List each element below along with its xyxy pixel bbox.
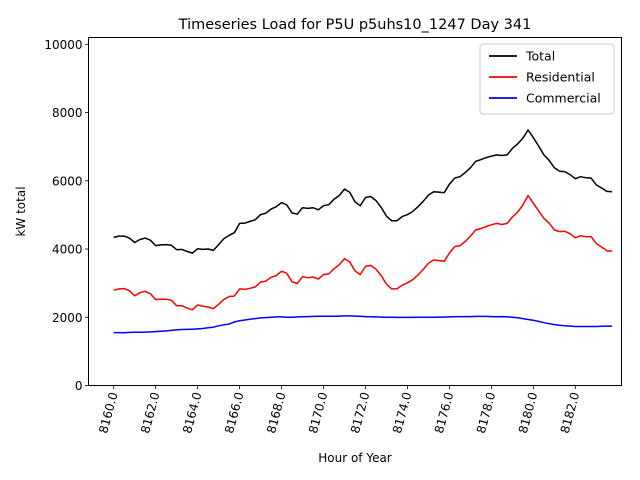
y-tick-label: 4000 — [52, 243, 83, 257]
y-axis-label: kW total — [14, 186, 28, 236]
chart-title: Timeseries Load for P5U p5uhs10_1247 Day… — [178, 17, 532, 33]
y-tick-label: 0 — [75, 379, 83, 393]
y-tick-label: 6000 — [52, 174, 83, 188]
legend: Total Residential Commercial — [479, 43, 615, 115]
legend-label-residential: Residential — [526, 70, 595, 85]
legend-label-total: Total — [525, 49, 555, 64]
axes-frame — [88, 37, 622, 386]
series-line-total — [113, 129, 613, 254]
y-axis-ticks: 0 2000 4000 6000 8000 10000 — [44, 38, 89, 393]
series-line-commercial — [113, 315, 613, 334]
series-layer — [113, 129, 613, 334]
y-tick-label: 8000 — [52, 106, 83, 120]
y-tick-label: 2000 — [52, 311, 83, 325]
x-axis-label: Hour of Year — [318, 451, 392, 465]
legend-box — [479, 43, 615, 115]
series-line-residential — [113, 194, 613, 311]
plot-area — [88, 37, 622, 386]
y-tick-label: 10000 — [44, 38, 82, 52]
legend-label-commercial: Commercial — [526, 91, 601, 106]
